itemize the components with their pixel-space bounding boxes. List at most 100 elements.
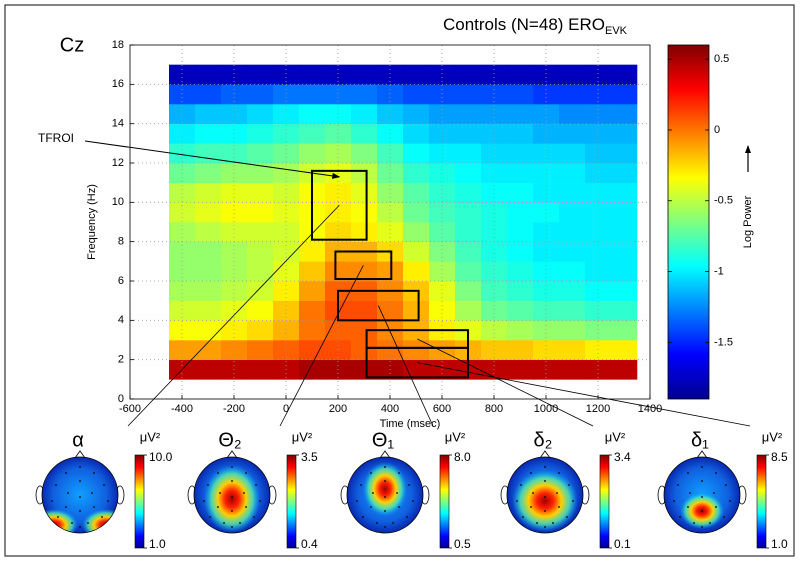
x-tick-label: 800 — [485, 403, 503, 415]
heatmap-cell — [507, 261, 534, 282]
electrode — [412, 500, 414, 502]
heatmap-cell — [481, 281, 508, 301]
electrode — [217, 506, 219, 508]
heatmap-cell — [195, 300, 222, 321]
y-tick-label: 12 — [112, 157, 124, 169]
electrode — [255, 484, 257, 486]
electrode — [715, 472, 717, 474]
electrode — [566, 516, 568, 518]
x-tick-label: -200 — [223, 403, 245, 415]
electrode — [203, 500, 205, 502]
heatmap-cell — [351, 340, 378, 360]
heatmap-cell — [351, 320, 378, 341]
electrode — [693, 522, 695, 524]
colorbar-tick-label: -1.5 — [714, 336, 733, 348]
heatmap-cell — [195, 143, 222, 164]
topomap-colorbar-label: 3.4 — [614, 450, 631, 464]
heatmap-cell — [533, 163, 560, 183]
heatmap-cell — [247, 261, 274, 282]
heatmap-cell — [351, 202, 378, 223]
heatmap-cell — [169, 300, 196, 321]
heatmap-cell — [585, 202, 612, 223]
heatmap-cell — [611, 202, 638, 223]
electrode — [91, 492, 93, 494]
heatmap-cell — [273, 261, 300, 282]
heatmap-cell — [559, 64, 586, 85]
electrode — [715, 506, 717, 508]
electrode — [384, 510, 386, 512]
heatmap-cell — [559, 202, 586, 223]
heatmap-cell — [611, 300, 638, 321]
topomap-colorbar-label: 10.0 — [149, 450, 173, 464]
topomap-colorbar — [439, 454, 450, 549]
heatmap-cell — [403, 143, 430, 164]
heatmap-cell — [247, 340, 274, 360]
heatmap-cell — [533, 241, 560, 262]
topomap-surface — [194, 457, 270, 533]
x-tick-label: 1200 — [586, 403, 610, 415]
heatmap-cell — [481, 163, 508, 183]
heatmap-cell — [351, 359, 378, 380]
electrode — [253, 516, 255, 518]
heatmap-cell — [351, 143, 378, 164]
electrode — [558, 506, 560, 508]
roi-connector — [417, 338, 594, 427]
heatmap-cell — [429, 261, 456, 282]
heatmap-cell — [195, 84, 222, 105]
heatmap-cell — [299, 261, 326, 282]
electrode — [384, 466, 386, 468]
heatmap-cell — [481, 300, 508, 321]
roi-connector — [377, 305, 434, 427]
heatmap-cell — [585, 182, 612, 203]
electrode — [259, 500, 261, 502]
heatmap-cell — [455, 222, 482, 242]
heatmap-cell — [169, 241, 196, 262]
heatmap-cell — [429, 163, 456, 183]
heatmap-cell — [247, 359, 274, 380]
electrode — [536, 522, 538, 524]
y-axis-label: Frequency (Hz) — [86, 184, 98, 260]
heatmap-cell — [351, 84, 378, 105]
heatmap-cell — [273, 281, 300, 301]
heatmap-cell — [351, 64, 378, 85]
roi-box — [311, 169, 368, 241]
heatmap-cell — [429, 182, 456, 203]
heatmap-cell — [403, 64, 430, 85]
heatmap-cell — [611, 123, 638, 144]
electrode — [103, 484, 105, 486]
electrode — [93, 506, 95, 508]
heatmap-cell — [169, 320, 196, 341]
roi-connector — [127, 205, 340, 427]
electrode — [544, 496, 546, 498]
electrode — [396, 492, 398, 494]
electrode — [209, 516, 211, 518]
heatmap-cell — [403, 202, 430, 223]
heatmap-cell — [195, 241, 222, 262]
electrode — [687, 506, 689, 508]
plot-area — [129, 44, 651, 400]
heatmap-cell — [507, 123, 534, 144]
heatmap-cell — [247, 84, 274, 105]
heatmap-cell — [455, 202, 482, 223]
topomap-surface — [507, 457, 583, 533]
heatmap-cell — [273, 182, 300, 203]
heatmap-cell — [533, 281, 560, 301]
electrode — [522, 516, 524, 518]
topomap-colorbar-label: 0.4 — [301, 537, 318, 551]
topomap-colorbar-label: 8.0 — [454, 450, 471, 464]
heatmap-cell — [611, 281, 638, 301]
heatmap-cell — [169, 261, 196, 282]
heatmap-cell — [247, 64, 274, 85]
heatmap-cell — [247, 241, 274, 262]
electrode — [372, 492, 374, 494]
heatmap-cell — [403, 241, 430, 262]
electrode — [398, 472, 400, 474]
topomap-hotspot — [363, 462, 407, 516]
heatmap-cell — [195, 182, 222, 203]
heatmap-cell — [247, 123, 274, 144]
electrode — [520, 484, 522, 486]
electrode — [544, 526, 546, 528]
heatmap-cell — [611, 143, 638, 164]
electrode — [701, 526, 703, 528]
